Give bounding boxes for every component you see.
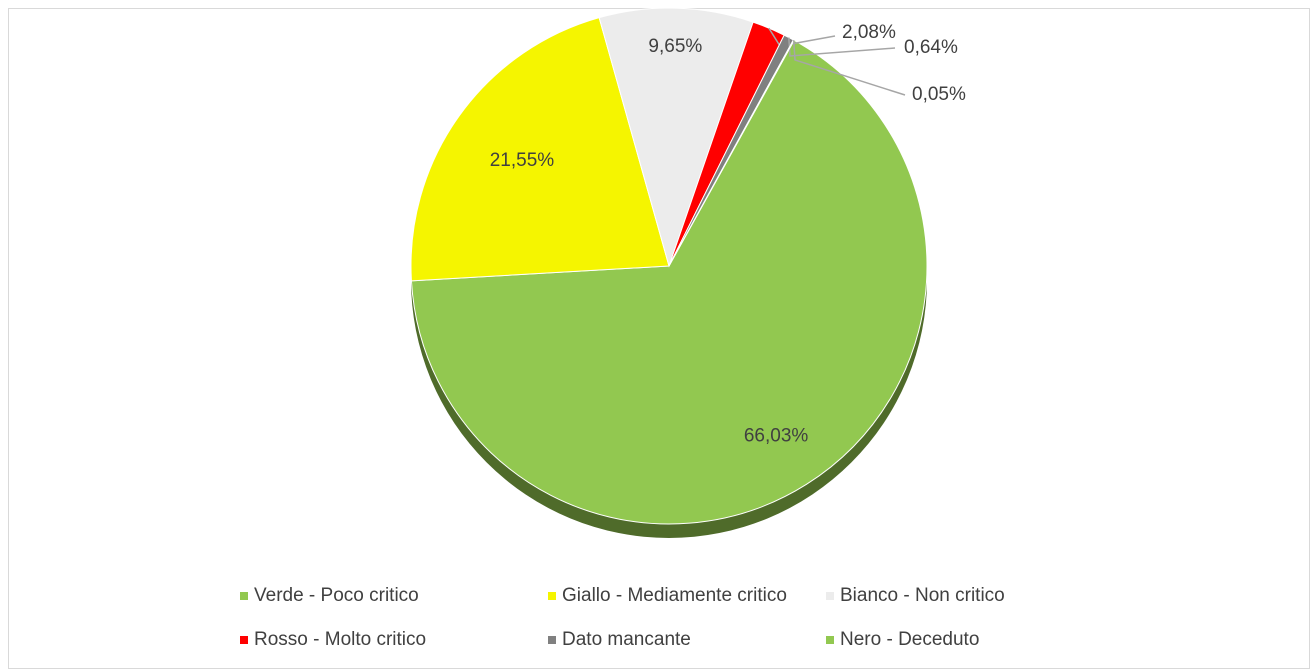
legend-swatch [548,592,556,600]
data-label: 66,03% [744,425,809,446]
data-label: 2,08% [842,22,896,43]
legend-label: Verde - Poco critico [254,585,419,606]
legend-label: Nero - Deceduto [840,629,979,650]
legend-swatch [548,636,556,644]
data-label: 0,64% [904,37,958,58]
pie-slice [598,7,754,268]
legend-label: Bianco - Non critico [840,585,1005,606]
pie-slice [410,17,670,282]
legend-label: Giallo - Mediamente critico [562,585,787,606]
data-label: 0,05% [912,84,966,105]
legend-label: Rosso - Molto critico [254,629,426,650]
legend-swatch [826,636,834,644]
data-label: 21,55% [490,150,555,171]
legend-swatch [826,592,834,600]
legend-swatch [240,592,248,600]
legend-label: Dato mancante [562,629,691,650]
pie-slice [410,39,928,525]
legend-swatch [240,636,248,644]
data-label: 9,65% [648,36,702,57]
leader-line [788,37,896,57]
leader-line [792,40,906,96]
